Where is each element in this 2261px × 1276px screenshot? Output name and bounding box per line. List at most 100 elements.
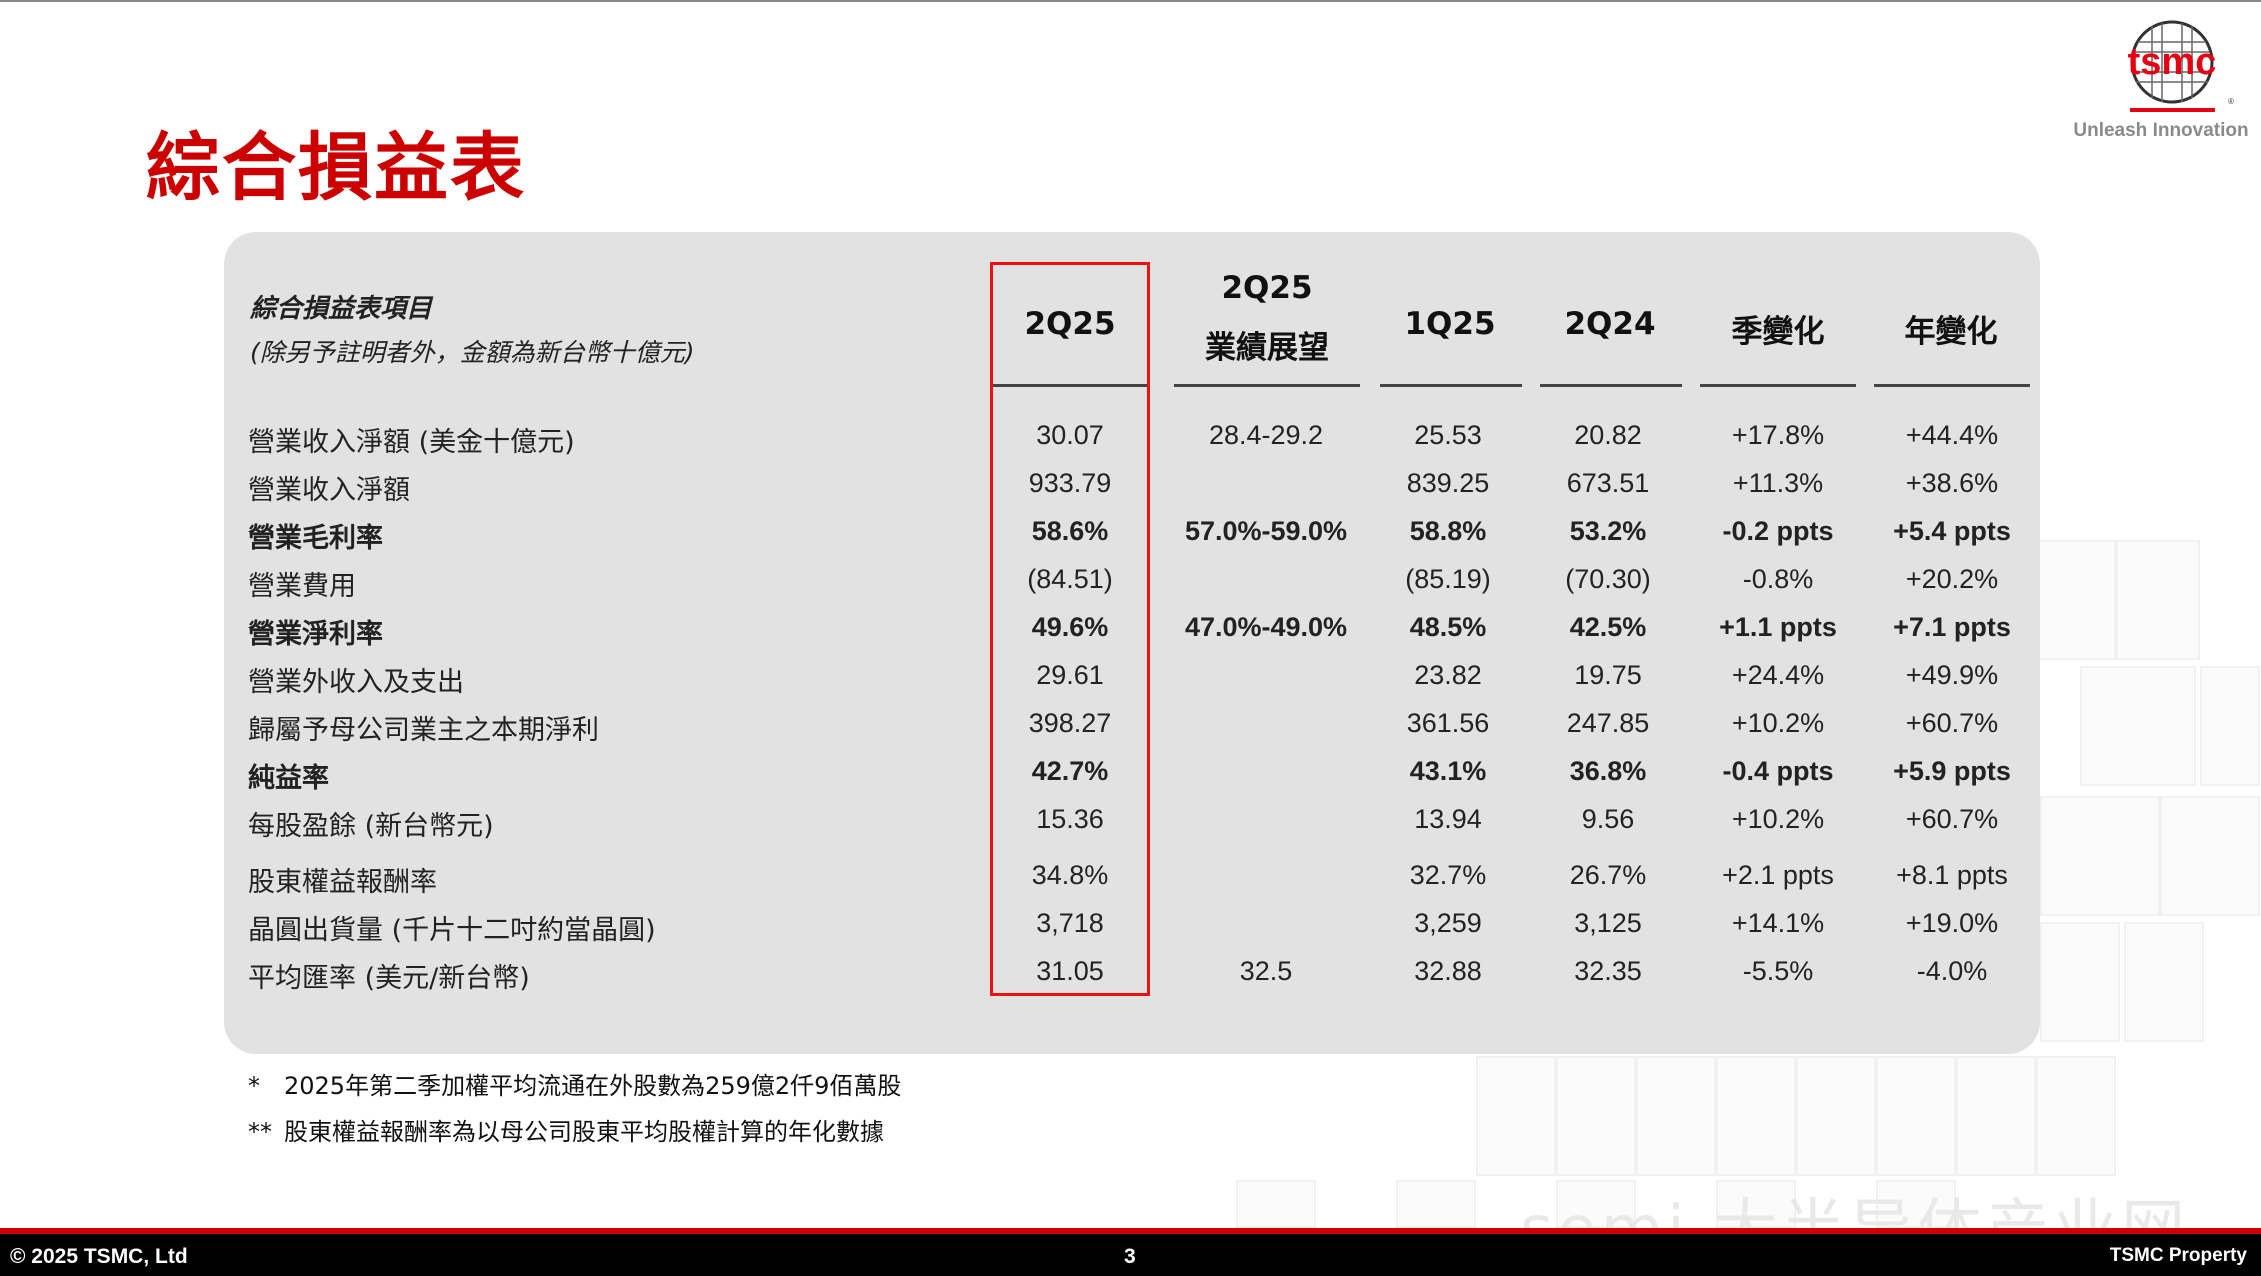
table-row: 營業外收入及支出 29.61 23.82 19.75 +24.4% +49.9% <box>0 660 2261 704</box>
bg-square <box>1956 1056 2036 1176</box>
val-2q25: 29.61 <box>1036 660 1104 690</box>
table-panel <box>224 232 2040 1054</box>
footer-red-rule <box>0 1228 2261 1234</box>
val-2q24: 53.2% <box>1569 516 1647 546</box>
val-1q25: 32.7% <box>1409 860 1487 890</box>
footer-copyright: © 2025 TSMC, Ltd <box>10 1245 188 1268</box>
tagline: Unleash Innovation <box>2073 120 2249 141</box>
val-yoy: +38.6% <box>1905 468 1999 498</box>
val-2q24: (70.30) <box>1565 564 1651 594</box>
val-2q24: 673.51 <box>1566 468 1650 498</box>
val-1q25: 839.25 <box>1406 468 1490 498</box>
page-title: 綜合損益表 <box>146 125 526 211</box>
table-row: 股東權益報酬率 34.8% 32.7% 26.7% +2.1 ppts +8.1 ppts <box>0 860 2261 904</box>
bg-square <box>1716 1056 1796 1176</box>
header-underline <box>1380 384 1522 387</box>
table-row: 每股盈餘 (新台幣元) 15.36 13.94 9.56 +10.2% +60.7% <box>0 804 2261 848</box>
table-row: 營業淨利率 49.6% 47.0%-49.0% 48.5% 42.5% +1.1 ppts… <box>0 612 2261 656</box>
val-1q25: (85.19) <box>1405 564 1491 594</box>
val-2q24: 32.35 <box>1574 956 1642 986</box>
val-qoq: -0.2 ppts <box>1722 516 1834 546</box>
val-qoq: +11.3% <box>1732 468 1824 498</box>
bg-square <box>1236 1180 1316 1228</box>
val-2q24: 20.82 <box>1574 420 1642 450</box>
bg-square <box>2036 1056 2116 1176</box>
row-label: 營業外收入及支出 <box>248 667 464 698</box>
page-number: 3 <box>1124 1245 1136 1268</box>
bg-square <box>1716 1180 1796 1228</box>
val-yoy: +20.2% <box>1905 564 1999 594</box>
val-qoq: +14.1% <box>1731 908 1825 938</box>
col-header-qoq: 季變化 <box>1731 314 1825 350</box>
header-label-line1: 綜合損益表項目 <box>250 294 433 324</box>
bg-square <box>2080 666 2196 786</box>
val-2q25: 58.6% <box>1031 516 1109 546</box>
row-label: 營業毛利率 <box>248 523 383 554</box>
svg-text:tsmc: tsmc <box>2128 41 2217 83</box>
val-2q24: 19.75 <box>1574 660 1642 690</box>
table-row: 營業毛利率 58.6% 57.0%-59.0% 58.8% 53.2% -0.2 ppts… <box>0 516 2261 560</box>
val-qoq: +2.1 ppts <box>1722 860 1834 890</box>
footer-property: TSMC Property <box>2109 1245 2247 1266</box>
val-1q25: 48.5% <box>1409 612 1487 642</box>
val-2q24: 42.5% <box>1569 612 1647 642</box>
val-yoy: +8.1 ppts <box>1896 860 2008 890</box>
val-2q25: 49.6% <box>1031 612 1109 642</box>
val-yoy: +7.1 ppts <box>1893 612 2011 642</box>
val-yoy: +60.7% <box>1905 708 1999 738</box>
bg-square <box>1636 1056 1716 1176</box>
val-2q25: 30.07 <box>1036 420 1104 450</box>
val-1q25: 3,259 <box>1414 908 1482 938</box>
val-yoy: +60.7% <box>1905 804 1999 834</box>
val-2q24: 9.56 <box>1581 804 1635 834</box>
table-row: 平均匯率 (美元/新台幣) 31.05 32.5 32.88 32.35 -5.5% -4.… <box>0 956 2261 1000</box>
bg-square <box>2124 922 2204 1042</box>
bg-square <box>2040 796 2160 916</box>
bg-square <box>1556 1180 1636 1228</box>
val-1q25: 13.94 <box>1414 804 1482 834</box>
row-label: 每股盈餘 (新台幣元) <box>248 811 494 842</box>
row-label: 純益率 <box>248 763 329 794</box>
col-header-1q25: 1Q25 <box>1404 306 1496 342</box>
val-qoq: +1.1 ppts <box>1719 612 1837 642</box>
bg-square <box>1876 1180 1956 1228</box>
bg-square <box>2200 666 2260 786</box>
current-quarter-highlight <box>990 262 1150 996</box>
col-header-2q24: 2Q24 <box>1564 306 1656 342</box>
val-1q25: 23.82 <box>1414 660 1482 690</box>
top-rule <box>0 0 2261 2</box>
tsmc-logo: tsmc ® <box>2100 18 2240 118</box>
bg-square <box>2160 796 2260 916</box>
val-1q25: 32.88 <box>1414 956 1482 986</box>
table-row: 營業收入淨額 (美金十億元) 30.07 28.4-29.2 25.53 20.82 +1… <box>0 420 2261 464</box>
col-header-2q25-guidance: 2Q25 業績展望 <box>1205 270 1329 366</box>
val-qoq: +24.4% <box>1731 660 1825 690</box>
val-2q25: 42.7% <box>1031 756 1109 786</box>
col-header-yoy: 年變化 <box>1904 314 1998 350</box>
bg-square <box>2116 540 2200 660</box>
row-label: 平均匯率 (美元/新台幣) <box>248 963 530 994</box>
val-qoq: -0.8% <box>1742 564 1814 594</box>
val-yoy: +5.4 ppts <box>1893 516 2011 546</box>
val-2q24: 3,125 <box>1574 908 1642 938</box>
val-2q25: 34.8% <box>1031 860 1109 890</box>
val-guidance: 57.0%-59.0% <box>1184 516 1348 546</box>
val-2q25: 933.79 <box>1028 468 1112 498</box>
header-underline <box>992 384 1148 387</box>
bg-square <box>1876 1056 1956 1176</box>
val-1q25: 361.56 <box>1406 708 1490 738</box>
footnote-1: * 2025年第二季加權平均流通在外股數為259億2仟9佰萬股 <box>248 1072 902 1100</box>
val-1q25: 25.53 <box>1414 420 1482 450</box>
table-row: 營業費用 (84.51) (85.19) (70.30) -0.8% +20.2% <box>0 564 2261 608</box>
val-yoy: +19.0% <box>1905 908 1999 938</box>
val-2q25: 398.27 <box>1028 708 1112 738</box>
val-qoq: -5.5% <box>1742 956 1814 986</box>
val-yoy: +5.9 ppts <box>1893 756 2011 786</box>
val-2q24: 36.8% <box>1569 756 1647 786</box>
footer-bar <box>0 1228 2261 1276</box>
val-2q25: 3,718 <box>1036 908 1104 938</box>
val-guidance: 47.0%-49.0% <box>1184 612 1348 642</box>
row-label: 營業收入淨額 (美金十億元) <box>248 427 575 458</box>
val-2q24: 26.7% <box>1569 860 1647 890</box>
row-label: 營業收入淨額 <box>248 475 410 506</box>
